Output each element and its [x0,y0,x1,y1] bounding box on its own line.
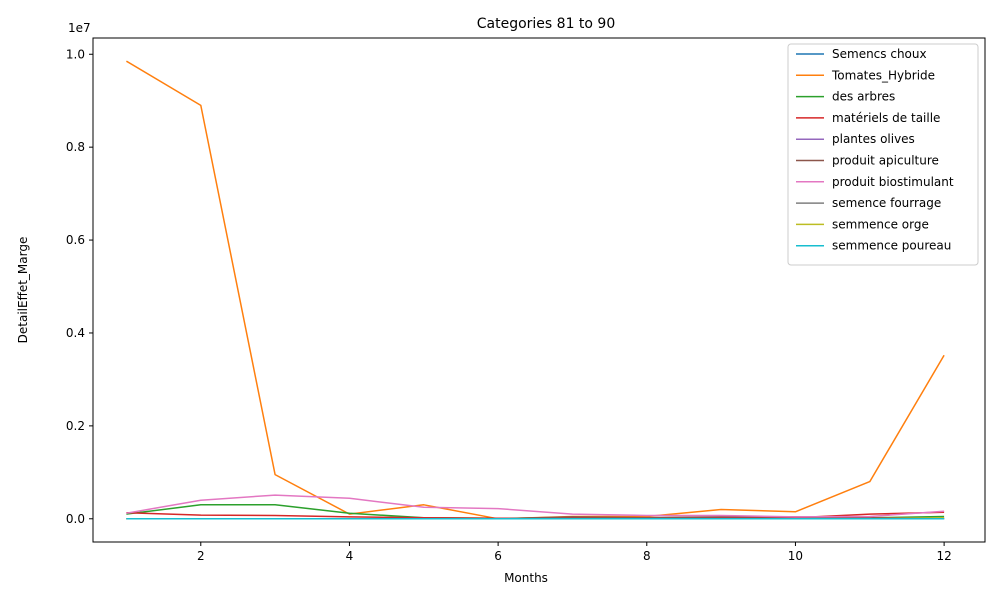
legend-entry: semence fourrage [832,196,941,210]
x-tick-label: 10 [788,549,803,563]
y-multiplier-label: 1e7 [68,21,91,35]
x-tick-label: 6 [494,549,502,563]
y-tick-label: 0.0 [66,512,85,526]
x-axis: 2 4 6 8 10 12 [197,542,952,563]
legend-entry: Semencs choux [832,47,927,61]
legend-entry: semmence poureau [832,239,951,253]
y-tick-label: 0.6 [66,233,85,247]
legend-entry: matériels de taille [832,111,940,125]
y-tick-label: 0.2 [66,419,85,433]
y-tick-label: 0.8 [66,140,85,154]
legend-entry: semmence orge [832,217,929,231]
legend-box [787,43,979,266]
x-tick-label: 12 [936,549,951,563]
plot-frame [92,37,986,543]
y-tick-label: 0.4 [66,326,85,340]
chart-title: Categories 81 to 90 [477,16,616,32]
y-axis-title: DetailEffet_Marge [16,237,30,344]
x-tick-label: 2 [197,549,205,563]
legend-entry: produit biostimulant [832,175,954,189]
y-axis: 0.0 0.2 0.4 0.6 0.8 1.0 [66,47,93,526]
legend-entry: plantes olives [832,132,915,146]
legend-entry: produit apiculture [832,154,939,168]
x-tick-label: 8 [643,549,651,563]
series-line-6 [126,494,945,518]
legend-entry: des arbres [832,90,895,104]
x-tick-label: 4 [346,549,354,563]
x-axis-title: Months [504,571,548,585]
legend-entry: Tomates_Hybride [831,68,935,82]
y-tick-label: 1.0 [66,47,85,61]
series-lines [126,60,945,520]
